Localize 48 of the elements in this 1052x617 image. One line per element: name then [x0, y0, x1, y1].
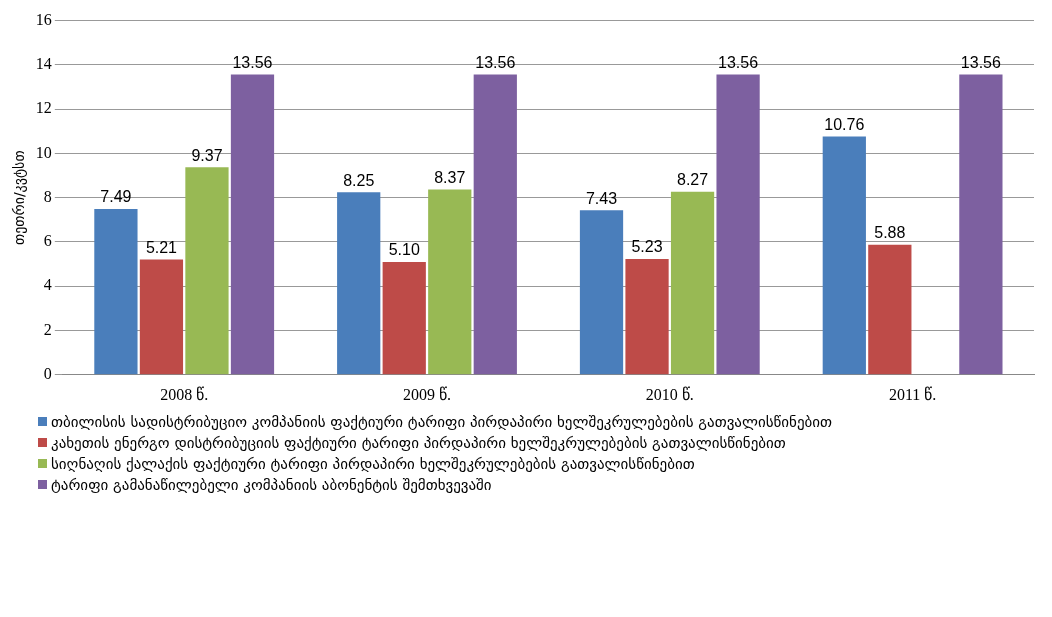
bar	[716, 74, 760, 375]
y-tick-label: 8	[43, 187, 52, 205]
bar	[579, 210, 624, 375]
bar	[822, 136, 866, 375]
bar	[959, 74, 1003, 375]
data-label: 13.56	[232, 54, 273, 72]
y-tick-label: 12	[35, 99, 52, 117]
y-tick-label: 10	[35, 143, 52, 161]
legend-label: სიღნაღის ქალაქის ფაქტიური ტარიფი პირდაპირი ხელშეკრულებების გათვალისწინებით	[51, 454, 695, 475]
y-tick-label: 6	[43, 232, 52, 250]
bar	[382, 261, 426, 375]
data-label: 10.76	[824, 116, 865, 134]
bar	[185, 167, 229, 375]
y-tick-label: 2	[43, 320, 52, 338]
data-label: 9.37	[191, 146, 223, 164]
y-tick-label: 4	[43, 276, 52, 294]
bar	[230, 74, 275, 375]
data-label: 7.43	[585, 189, 618, 207]
bar	[139, 259, 184, 375]
data-label: 5.23	[631, 238, 663, 256]
y-tick-label: 0	[43, 365, 52, 382]
y-axis-title: თეთრი/კვტსთ	[11, 150, 28, 246]
bar	[625, 259, 669, 375]
legend-label: თბილისის სადისტრიბუციო კომპანიის ფაქტიური ტარიფი პირდაპირი ხელშეკრულებების გათვალისწინებით	[51, 412, 833, 433]
legend-label: კახეთის ენერგო დისტრიბუციის ფაქტიური ტარიფი პირდაპირი ხელშეკრულებების გათვალისწინებით	[51, 433, 786, 454]
bar	[94, 208, 138, 375]
bar	[337, 192, 381, 375]
bar	[868, 244, 912, 375]
bar	[670, 191, 715, 375]
x-tick-label: 2010 წ.	[645, 385, 694, 403]
data-label: 13.56	[960, 54, 1001, 72]
data-label: 7.49	[100, 188, 132, 206]
data-label: 8.27	[676, 171, 709, 189]
bar	[428, 189, 472, 375]
data-label: 8.25	[343, 171, 375, 189]
bar	[473, 74, 517, 375]
y-tick-label: 16	[35, 10, 52, 28]
data-label: 13.56	[475, 54, 516, 72]
data-label: 8.37	[434, 168, 466, 186]
x-tick-label: 2011 წ.	[888, 385, 937, 403]
data-label: 5.21	[145, 238, 178, 256]
data-label: 13.56	[718, 54, 759, 72]
x-tick-label: 2008 წ.	[160, 385, 209, 403]
data-label: 5.88	[874, 224, 906, 242]
data-label: 5.10	[388, 241, 420, 259]
y-tick-label: 14	[35, 55, 52, 73]
x-tick-label: 2009 წ.	[403, 385, 451, 403]
legend-label: ტარიფი გამანაწილებელი კომპანიის აბონენტის შემთხვევაში	[51, 475, 492, 496]
